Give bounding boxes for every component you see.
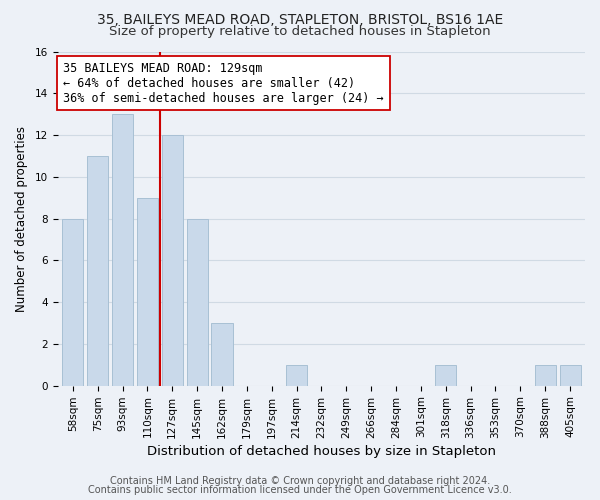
Bar bbox=[435, 365, 457, 386]
Bar bbox=[87, 156, 108, 386]
X-axis label: Distribution of detached houses by size in Stapleton: Distribution of detached houses by size … bbox=[147, 444, 496, 458]
Text: Size of property relative to detached houses in Stapleton: Size of property relative to detached ho… bbox=[109, 25, 491, 38]
Bar bbox=[535, 365, 556, 386]
Bar bbox=[62, 218, 83, 386]
Text: 35, BAILEYS MEAD ROAD, STAPLETON, BRISTOL, BS16 1AE: 35, BAILEYS MEAD ROAD, STAPLETON, BRISTO… bbox=[97, 12, 503, 26]
Bar bbox=[112, 114, 133, 386]
Bar bbox=[211, 323, 233, 386]
Bar bbox=[137, 198, 158, 386]
Text: 35 BAILEYS MEAD ROAD: 129sqm
← 64% of detached houses are smaller (42)
36% of se: 35 BAILEYS MEAD ROAD: 129sqm ← 64% of de… bbox=[63, 62, 384, 104]
Text: Contains HM Land Registry data © Crown copyright and database right 2024.: Contains HM Land Registry data © Crown c… bbox=[110, 476, 490, 486]
Bar bbox=[286, 365, 307, 386]
Text: Contains public sector information licensed under the Open Government Licence v3: Contains public sector information licen… bbox=[88, 485, 512, 495]
Bar bbox=[187, 218, 208, 386]
Bar bbox=[162, 135, 183, 386]
Y-axis label: Number of detached properties: Number of detached properties bbox=[15, 126, 28, 312]
Bar bbox=[560, 365, 581, 386]
